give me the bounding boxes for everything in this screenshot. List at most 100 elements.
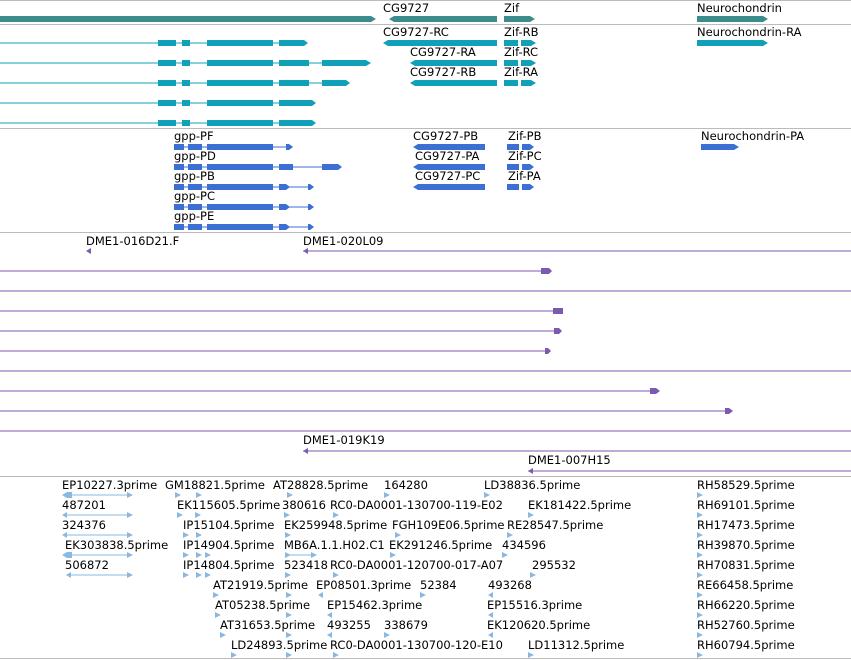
- exon: [182, 60, 190, 66]
- exon: [158, 120, 176, 126]
- est-ek115605-5prime[interactable]: EK115605.5prime: [177, 498, 280, 518]
- est-rc0-da0001-130700-119-e02[interactable]: RC0-DA0001-130700-119-E02: [330, 498, 503, 518]
- est-label: 493255: [327, 618, 371, 632]
- protein-cg9727-pa[interactable]: CG9727-PA: [413, 149, 485, 170]
- est-ld11312-5prime[interactable]: LD11312.5prime: [528, 638, 624, 658]
- est-338679[interactable]: 338679: [384, 618, 428, 638]
- est-ep08501-3prime[interactable]: EP08501.3prime: [316, 578, 411, 598]
- transcript-zif-rc[interactable]: Zif-RC: [504, 45, 538, 66]
- transcript-cg9727-rc[interactable]: CG9727-RC: [383, 25, 497, 46]
- transcript-cg9727-ra[interactable]: CG9727-RA: [410, 45, 497, 66]
- exon: [207, 80, 273, 86]
- est-at28828-5prime[interactable]: AT28828.5prime: [273, 478, 368, 498]
- est-ek181422-5prime[interactable]: EK181422.5prime: [528, 498, 631, 518]
- protein-gpp-pd[interactable]: gpp-PD: [174, 149, 342, 170]
- est-ep10227-3prime[interactable]: EP10227.3prime: [62, 478, 157, 498]
- est-ek291246-5prime[interactable]: EK291246.5prime: [389, 538, 492, 558]
- clone-row[interactable]: [0, 348, 551, 354]
- est-ld24893-5prime[interactable]: LD24893.5prime: [231, 638, 327, 658]
- est-ek120620-5prime[interactable]: EK120620.5prime: [487, 618, 590, 638]
- transcript-zif-rb[interactable]: Zif-RB: [504, 25, 539, 46]
- transcript-cg9727-rb[interactable]: CG9727-RB: [410, 65, 497, 86]
- transcript-neurochondrin-ra[interactable]: Neurochondrin-RA: [697, 25, 802, 46]
- est-re66458-5prime[interactable]: RE66458.5prime: [697, 578, 793, 598]
- est-164280[interactable]: 164280: [384, 478, 428, 498]
- est-rc0-da0001-120700-017-a07[interactable]: RC0-DA0001-120700-017-A07: [330, 558, 503, 578]
- transcript-row[interactable]: [0, 120, 316, 126]
- est-rh60794-5prime[interactable]: RH60794.5prime: [697, 638, 795, 658]
- est-ip14904-5prime[interactable]: IP14904.5prime: [183, 538, 274, 558]
- est-at21919-5prime[interactable]: AT21919.5prime: [213, 578, 308, 598]
- transcript-row[interactable]: [0, 40, 308, 46]
- gene-feature-neurochondrin[interactable]: Neurochondrin: [697, 1, 782, 22]
- clone-row[interactable]: [0, 268, 552, 274]
- clone-row[interactable]: [0, 308, 563, 314]
- protein-zif-pc[interactable]: Zif-PC: [507, 149, 542, 170]
- est-marker: [127, 492, 133, 498]
- est-at05238-5prime[interactable]: AT05238.5prime: [215, 598, 310, 618]
- est-marker: [502, 552, 508, 558]
- est-493268[interactable]: 493268: [488, 578, 532, 598]
- exon: [182, 100, 190, 106]
- clone-dme1-016d21-f[interactable]: DME1-016D21.F: [86, 234, 179, 254]
- est-fgh109e06-5prime[interactable]: FGH109E06.5prime: [392, 518, 505, 538]
- est-487201[interactable]: 487201: [62, 498, 133, 518]
- clone-dme1-020l09[interactable]: DME1-020L09: [303, 234, 851, 254]
- est-at31653-5prime[interactable]: AT31653.5prime: [220, 618, 315, 638]
- est-ep15516-3prime[interactable]: EP15516.3prime: [487, 598, 582, 618]
- protein-zif-pa[interactable]: Zif-PA: [507, 169, 541, 190]
- est-434596[interactable]: 434596: [502, 538, 546, 558]
- transcript-row[interactable]: [0, 100, 316, 106]
- protein-zif-pb[interactable]: Zif-PB: [507, 129, 542, 150]
- est-523418[interactable]: 523418: [284, 558, 328, 578]
- est-re28547-5prime[interactable]: RE28547.5prime: [507, 518, 603, 538]
- est-gm18821-5prime[interactable]: GM18821.5prime: [165, 478, 265, 498]
- gene-label-cg9727: CG9727: [383, 1, 429, 15]
- est-493255[interactable]: 493255: [327, 618, 371, 638]
- est-label: MB6A.1.1.H02.C1: [284, 538, 385, 552]
- clone-end-marker: [541, 268, 552, 274]
- est-rh52760-5prime[interactable]: RH52760.5prime: [697, 618, 795, 638]
- est-rh66220-5prime[interactable]: RH66220.5prime: [697, 598, 795, 618]
- est-ip14804-5prime[interactable]: IP14804.5prime: [183, 558, 274, 578]
- clone-row[interactable]: [0, 328, 562, 334]
- gene-feature-cg9727[interactable]: CG9727: [383, 1, 497, 22]
- gene-feature-zif[interactable]: Zif: [504, 1, 535, 22]
- est-rh58529-5prime[interactable]: RH58529.5prime: [697, 478, 795, 498]
- exon-end: [309, 100, 316, 106]
- est-marker: [484, 492, 490, 498]
- protein-gpp-pb[interactable]: gpp-PB: [174, 169, 314, 190]
- protein-gpp-pe[interactable]: gpp-PE: [174, 209, 314, 230]
- est-rh69101-5prime[interactable]: RH69101.5prime: [697, 498, 795, 518]
- protein-gpp-pf[interactable]: gpp-PF: [174, 129, 293, 150]
- est-295532[interactable]: 295532: [530, 558, 576, 578]
- est-ek303838-5prime[interactable]: EK303838.5prime: [62, 538, 168, 558]
- clone-row[interactable]: [0, 408, 733, 414]
- transcript-row[interactable]: [0, 80, 350, 86]
- protein-cg9727-pc[interactable]: CG9727-PC: [413, 169, 485, 190]
- clone-dme1-019k19[interactable]: DME1-019K19: [303, 433, 851, 454]
- est-ld38836-5prime[interactable]: LD38836.5prime: [484, 478, 580, 498]
- protein-neurochondrin-pa[interactable]: Neurochondrin-PA: [701, 129, 804, 150]
- est-rc0-da0001-130700-120-e10[interactable]: RC0-DA0001-130700-120-E10: [330, 638, 503, 658]
- clone-dme1-007h15[interactable]: DME1-007H15: [528, 453, 851, 474]
- est-mb6a-1-1-h02-c1[interactable]: MB6A.1.1.H02.C1: [284, 538, 385, 558]
- est-label: 338679: [384, 618, 428, 632]
- transcript-row[interactable]: [0, 60, 371, 66]
- est-rh17473-5prime[interactable]: RH17473.5prime: [697, 518, 795, 538]
- est-marker: [62, 512, 67, 518]
- est-ip15104-5prime[interactable]: IP15104.5prime: [183, 518, 274, 538]
- protein-cg9727-pb[interactable]: CG9727-PB: [413, 129, 485, 150]
- est-rh39870-5prime[interactable]: RH39870.5prime: [697, 538, 795, 558]
- est-ep15462-3prime[interactable]: EP15462.3prime: [327, 598, 422, 618]
- clone-row[interactable]: [0, 388, 660, 394]
- est-rh70831-5prime[interactable]: RH70831.5prime: [697, 558, 795, 578]
- est-ek259948-5prime[interactable]: EK259948.5prime: [284, 518, 387, 538]
- est-324376[interactable]: 324376: [62, 518, 133, 538]
- gene-feature[interactable]: [0, 16, 376, 22]
- transcript-zif-ra[interactable]: Zif-RA: [504, 65, 538, 86]
- protein-gpp-pc[interactable]: gpp-PC: [174, 189, 314, 210]
- est-52384[interactable]: 52384: [420, 578, 457, 598]
- est-506872[interactable]: 506872: [65, 558, 133, 578]
- est-380616[interactable]: 380616: [282, 498, 326, 518]
